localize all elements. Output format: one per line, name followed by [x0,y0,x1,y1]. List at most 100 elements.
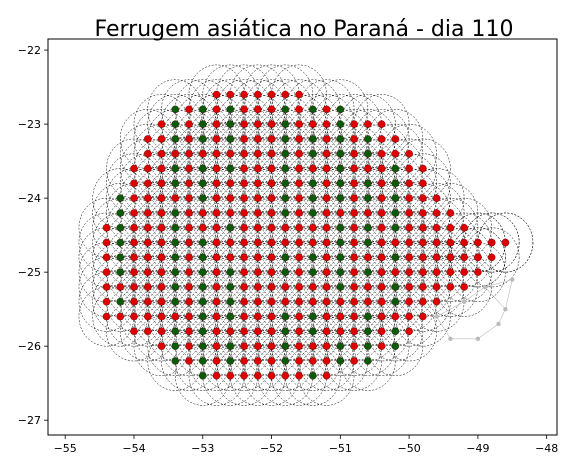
infected-point [130,223,138,232]
infected-point [157,327,166,336]
infected-point [364,120,372,128]
influence-circle [463,212,520,273]
healthy-point [281,253,290,262]
infected-point [254,268,262,276]
healthy-point [199,342,207,350]
infected-point [281,283,290,291]
infected-point [377,327,386,336]
infected-point [212,268,221,276]
infected-point [240,179,248,188]
infected-point [350,149,358,158]
infected-point [226,90,235,99]
cluster-point [434,314,439,319]
infected-point [226,149,235,158]
healthy-point [281,164,290,173]
infected-point [226,253,235,262]
infected-point [267,105,276,114]
infected-point [240,372,248,380]
cluster-point [475,336,481,341]
infected-point [267,312,276,321]
healthy-point [199,194,207,202]
infected-point [377,223,386,232]
influence-circle [463,227,520,288]
infected-point [212,105,221,114]
infected-point [171,194,179,202]
infected-point [405,149,413,158]
infected-point [185,327,193,336]
infected-point [240,209,248,217]
infected-point [419,223,427,232]
infected-point [254,312,262,321]
infected-point [185,238,193,247]
healthy-point [116,253,124,262]
infected-point [157,268,166,276]
infected-point [322,135,331,143]
infected-point [212,164,221,173]
infected-point [391,135,400,143]
infected-point [377,253,386,262]
healthy-point [171,253,179,262]
infected-point [240,268,248,276]
healthy-point [199,164,207,173]
infected-point [240,149,248,158]
influence-circle [395,138,451,199]
infected-point [143,283,152,291]
infected-point [405,298,413,306]
infected-point [295,268,303,276]
y-tick-label: −23 [18,118,41,131]
infected-point [240,342,248,350]
infected-point [185,105,193,114]
infected-point [295,105,303,114]
healthy-point [281,209,290,217]
infected-point [336,209,345,217]
infected-point [130,283,138,291]
infected-point [157,135,166,143]
healthy-point [309,253,317,262]
infected-point [350,135,358,143]
infected-point [254,238,262,247]
infected-point [157,253,166,262]
infected-point [143,135,152,143]
cluster-link [477,323,499,340]
infected-point [295,298,303,306]
infected-point [143,209,152,217]
healthy-point [116,223,124,232]
infected-point [240,120,248,128]
infected-point [322,105,331,114]
cluster-link [505,279,513,310]
infected-point [254,209,262,217]
infected-point [295,223,303,232]
infected-point [157,164,166,173]
infected-point [240,283,248,291]
infected-point [102,238,111,247]
infected-point [295,312,303,321]
infected-point [432,253,441,262]
infected-point [130,298,138,306]
infected-point [322,149,331,158]
infected-point [267,179,276,188]
infected-point [432,223,441,232]
healthy-point [226,342,235,350]
healthy-point [364,268,372,276]
infected-point [309,164,317,173]
cluster-point [503,306,508,312]
healthy-point [336,135,345,143]
infected-point [157,283,166,291]
infected-point [295,209,303,217]
infected-point [130,253,138,262]
cluster-link [436,301,465,317]
y-tick-label: −24 [18,192,41,205]
infected-point [267,357,276,365]
healthy-point [281,357,290,365]
infected-point [309,357,317,365]
infected-point [295,283,303,291]
infected-point [157,120,166,128]
healthy-point [116,298,124,306]
healthy-point [336,238,345,247]
infected-point [336,312,345,321]
infected-point [143,238,152,247]
infected-point [254,253,262,262]
infected-point [212,342,221,350]
infected-point [322,253,331,262]
infected-point [474,268,482,276]
